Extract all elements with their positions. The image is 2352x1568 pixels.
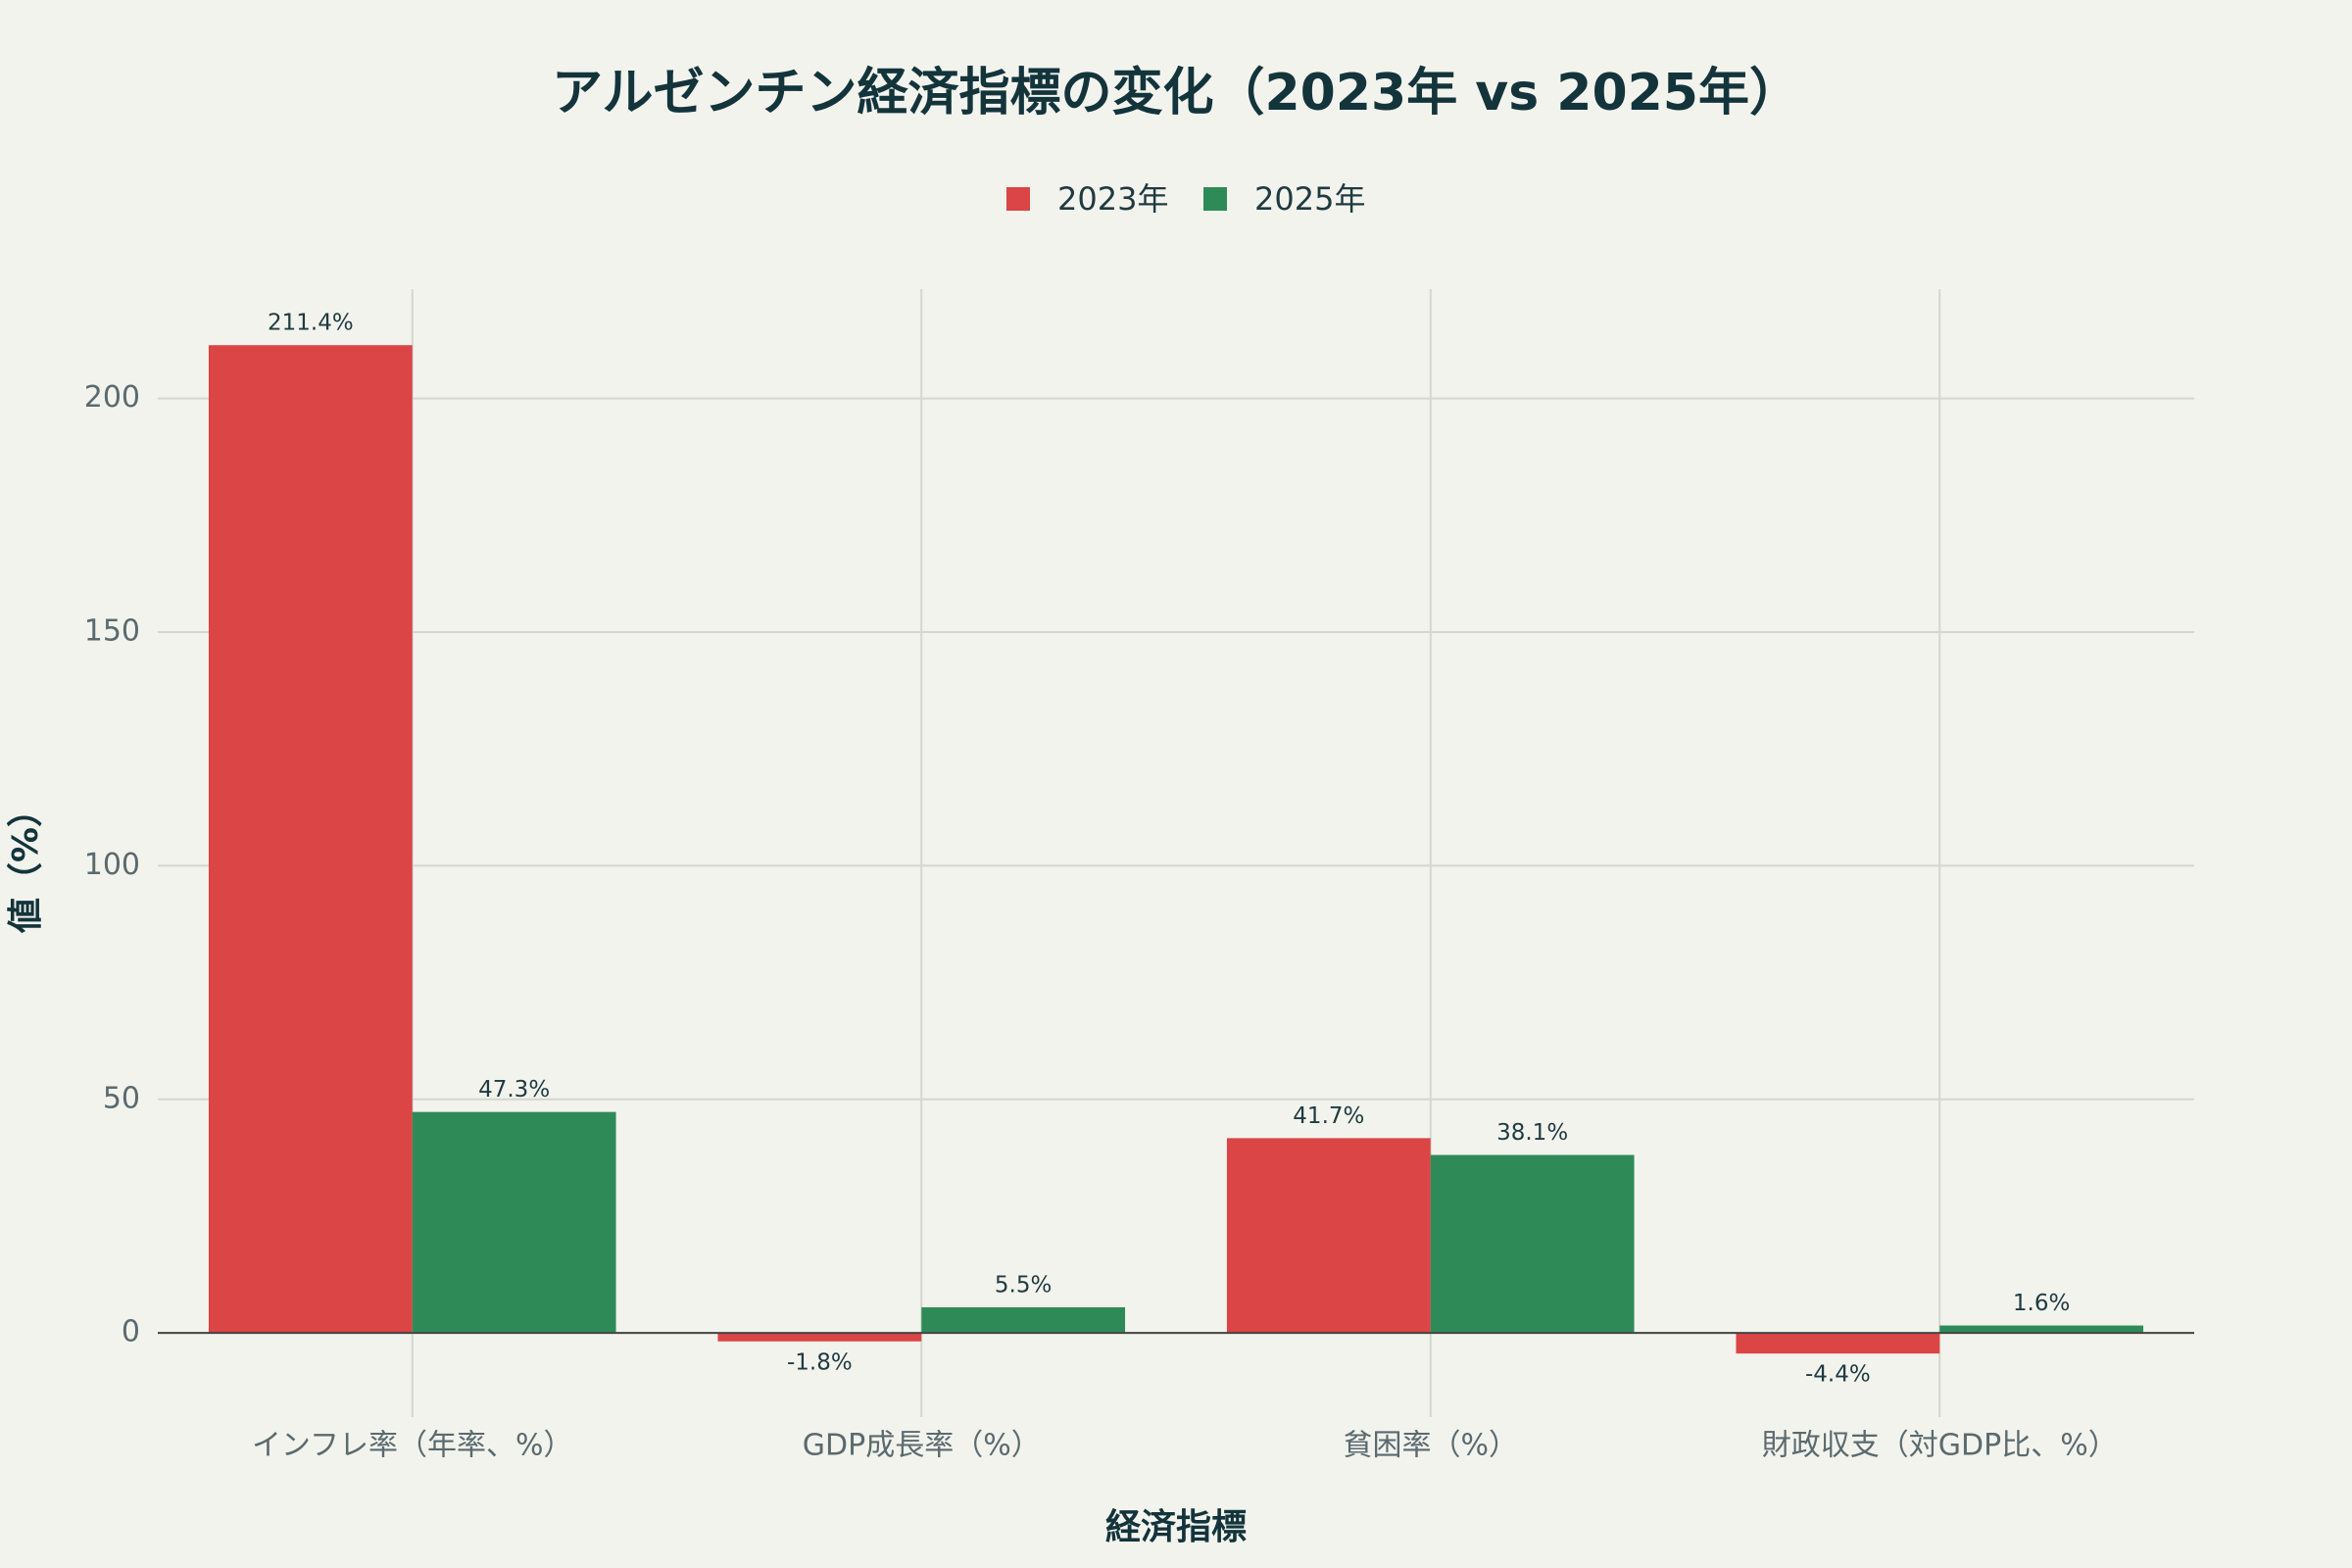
legend-swatch [1203, 187, 1227, 211]
value-label: 41.7% [1293, 1103, 1364, 1129]
value-label: 1.6% [2013, 1291, 2070, 1316]
y-tick-label: 0 [122, 1315, 140, 1349]
y-tick-label: 100 [84, 848, 140, 882]
bar [208, 345, 413, 1334]
legend-label: 2025年 [1254, 180, 1365, 218]
value-label: 38.1% [1496, 1120, 1568, 1146]
x-tick-label: 財政収支（対GDP比、%） [1762, 1429, 2118, 1463]
bar [1226, 1138, 1431, 1334]
value-label: -1.8% [787, 1349, 853, 1375]
y-tick-label: 50 [103, 1081, 140, 1115]
x-tick-label: 貧困率（%） [1343, 1429, 1518, 1463]
value-label: -4.4% [1805, 1362, 1871, 1388]
y-tick-label: 200 [84, 380, 140, 415]
value-label: 211.4% [268, 311, 354, 336]
bar [717, 1333, 922, 1342]
legend-swatch [1006, 187, 1030, 211]
bar [1430, 1154, 1635, 1334]
value-label: 5.5% [995, 1272, 1052, 1298]
value-label: 47.3% [478, 1077, 550, 1102]
bar [1939, 1325, 2144, 1334]
x-tick-label: インフレ率（年率、%） [252, 1429, 573, 1463]
y-axis-title: 値（%） [6, 792, 46, 934]
x-tick-label: GDP成長率（%） [803, 1429, 1041, 1463]
y-tick-label: 150 [84, 613, 140, 648]
bar [412, 1111, 616, 1334]
bar [921, 1306, 1126, 1334]
bar [1736, 1333, 1940, 1354]
chart-title: アルゼンチン経済指標の変化（2023年 vs 2025年） [552, 64, 1800, 122]
x-axis-title: 経済指標 [1105, 1507, 1247, 1547]
legend-label: 2023年 [1057, 180, 1168, 218]
